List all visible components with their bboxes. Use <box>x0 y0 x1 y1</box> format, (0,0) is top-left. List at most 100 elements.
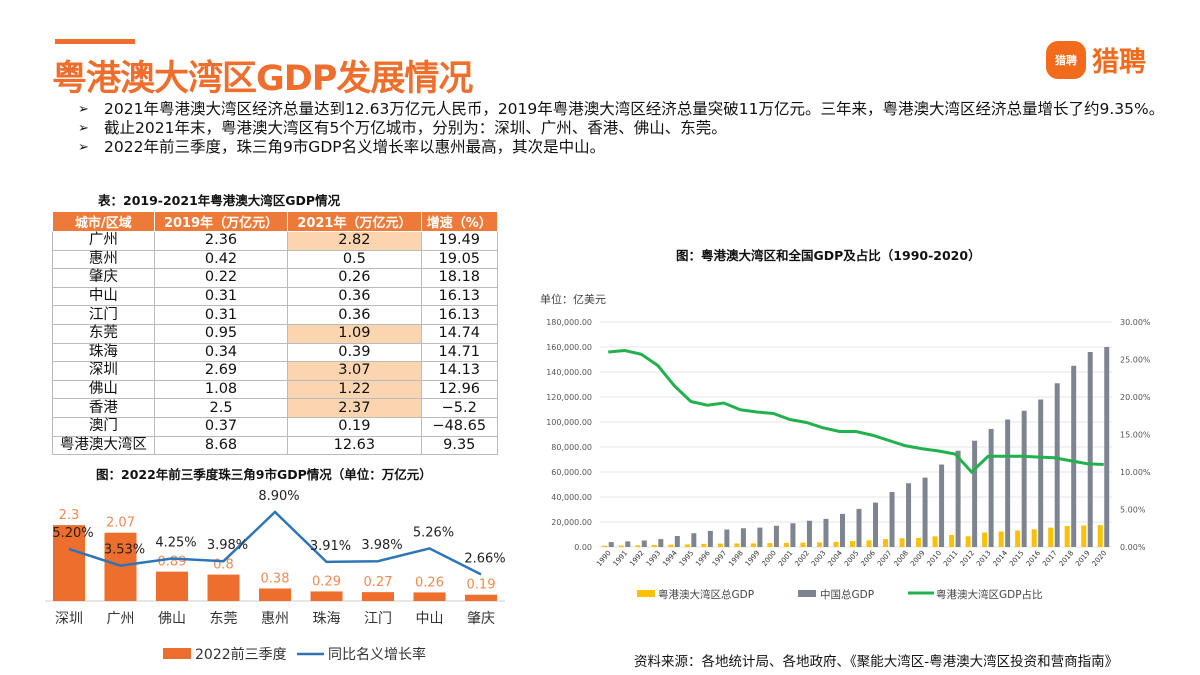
line-value-label: 5.20% <box>52 526 93 541</box>
left-axis-tick: 100,000.00 <box>546 418 592 427</box>
gba-gdp-bar <box>668 544 674 547</box>
right-axis-tick: 10.00% <box>1120 468 1151 477</box>
table-cell: 佛山 <box>52 379 155 400</box>
china-gdp-bar <box>823 518 829 547</box>
line-value-label: 8.90% <box>258 489 299 504</box>
legend-label: 粤港澳大湾区总GDP <box>658 588 754 601</box>
year-label: 2006 <box>859 549 877 568</box>
table-caption: 表：2019-2021年粤港澳大湾区GDP情况 <box>98 193 341 208</box>
left-axis-tick: 60,000.00 <box>551 468 592 477</box>
gba-gdp-bar <box>651 545 657 547</box>
gba-gdp-bar <box>750 543 756 547</box>
china-gdp-bar <box>939 464 945 547</box>
legend-label: 2022前三季度 <box>195 646 287 663</box>
gba-gdp-bar <box>1048 527 1054 547</box>
year-label: 2005 <box>843 549 861 568</box>
category-label: 东莞 <box>210 611 238 627</box>
china-gdp-bar <box>790 523 796 547</box>
gdp-table: 城市/区域 2019年（万亿元） 2021年（万亿元） 增速（%） 广州 2.36 2.82… <box>52 211 499 456</box>
table-cell: 0.31 <box>153 305 289 325</box>
bar-value-label: 2.3 <box>59 508 80 523</box>
table-row: 深圳 2.69 3.07 14.13 <box>52 361 499 381</box>
table-cell: 深圳 <box>52 361 155 381</box>
gba-gdp-bar <box>899 538 905 547</box>
bullet-item: 2021年粤港澳大湾区经济总量达到12.63万亿元人民币，2019年粤港澳大湾区… <box>78 100 1168 119</box>
table-cell: 14.74 <box>420 323 499 344</box>
table-row: 东莞 0.95 1.09 14.74 <box>52 323 499 344</box>
table-header: 增速（%） <box>420 211 499 232</box>
year-label: 2018 <box>1058 549 1076 568</box>
table-cell: 9.35 <box>420 435 499 456</box>
gba-gdp-bar <box>701 543 707 547</box>
table-cell: 江门 <box>52 305 155 325</box>
table-cell: 2.82 <box>287 231 422 251</box>
share-line <box>608 348 1104 475</box>
year-label: 2008 <box>892 549 910 568</box>
table-cell: 0.26 <box>287 268 422 288</box>
year-label: 2004 <box>826 549 844 568</box>
year-label: 2012 <box>959 549 977 568</box>
year-label: 2007 <box>876 549 894 568</box>
china-gdp-bar <box>906 483 912 547</box>
right-axis-tick: 20.00% <box>1120 393 1151 402</box>
unit-label: 单位：亿美元 <box>540 293 606 306</box>
table-header: 城市/区域 <box>52 211 155 232</box>
category-label: 江门 <box>364 611 392 627</box>
year-label: 2009 <box>909 549 927 568</box>
category-label: 佛山 <box>158 611 186 627</box>
table-cell: 14.13 <box>420 361 499 381</box>
china-gdp-bar <box>1054 383 1060 547</box>
bar <box>156 571 188 601</box>
china-gdp-bar <box>707 530 713 547</box>
table-cell: 0.95 <box>153 323 289 344</box>
category-label: 肇庆 <box>467 611 495 627</box>
bar-value-label: 0.38 <box>261 571 290 586</box>
legend-label: 粤港澳大湾区GDP占比 <box>936 588 1043 601</box>
table-cell: 2.69 <box>153 361 289 381</box>
gba-gdp-bar <box>982 532 988 547</box>
line-value-label: 3.91% <box>310 539 351 554</box>
gba-gdp-bar <box>1031 529 1037 547</box>
category-label: 广州 <box>107 611 135 627</box>
gba-gdp-bar <box>783 542 789 547</box>
china-gdp-bar <box>1104 347 1110 547</box>
china-gdp-bar <box>691 533 697 547</box>
left-axis-tick: 180,000.00 <box>546 318 592 327</box>
left-axis-tick: 160,000.00 <box>546 343 592 352</box>
bar <box>259 588 291 601</box>
right-axis-tick: 0.00% <box>1120 543 1146 552</box>
table-cell: 8.68 <box>153 435 289 456</box>
table-row: 佛山 1.08 1.22 12.96 <box>52 379 499 400</box>
china-gdp-bar <box>608 542 614 547</box>
page-title: 粤港澳大湾区GDP发展情况 <box>52 59 473 99</box>
legend-label: 中国总GDP <box>820 588 874 601</box>
bar <box>207 574 240 601</box>
gba-gdp-bar <box>1097 525 1103 547</box>
category-label: 深圳 <box>55 611 83 627</box>
year-label: 1999 <box>744 549 762 568</box>
table-cell: 12.96 <box>420 379 499 400</box>
year-label: 2019 <box>1074 549 1092 568</box>
china-gdp-bar <box>806 520 812 547</box>
china-gdp-bar <box>889 492 895 547</box>
china-gdp-bar <box>856 508 862 547</box>
gba-gdp-bar <box>883 539 889 547</box>
year-label: 2017 <box>1041 549 1059 568</box>
line-value-label: 3.98% <box>361 538 402 553</box>
table-row: 江门 0.31 0.36 16.13 <box>52 305 499 325</box>
table-cell: 1.22 <box>287 379 422 400</box>
bar <box>465 594 497 601</box>
legend-swatch <box>798 590 816 597</box>
china-gdp-bar <box>972 440 978 547</box>
line-value-label: 2.66% <box>464 551 505 566</box>
table-cell: 惠州 <box>52 249 155 270</box>
table-cell: 香港 <box>52 398 155 418</box>
table-cell: 14.71 <box>420 342 499 363</box>
table-row: 肇庆 0.22 0.26 18.18 <box>52 268 499 288</box>
left-axis-tick: 40,000.00 <box>551 493 592 502</box>
year-label: 1995 <box>678 549 696 568</box>
bullet-item: 截止2021年末，粤港澳大湾区有5个万亿城市，分别为：深圳、广州、香港、佛山、东… <box>78 119 1168 138</box>
table-cell: 澳门 <box>52 416 155 437</box>
year-label: 2013 <box>975 549 993 568</box>
bar <box>310 591 343 601</box>
